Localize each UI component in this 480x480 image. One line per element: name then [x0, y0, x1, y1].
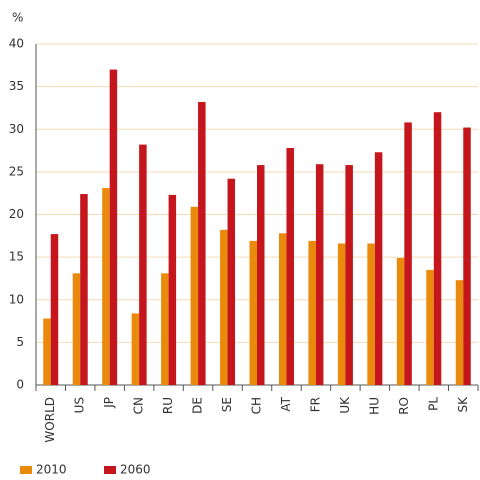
bar: [426, 269, 434, 385]
x-tick-label: JP: [102, 397, 116, 409]
x-tick-label: SE: [220, 397, 234, 412]
bar: [278, 233, 287, 385]
x-tick-label: RU: [161, 397, 175, 414]
y-tick-label: 10: [9, 292, 24, 306]
y-tick-label: 15: [9, 250, 24, 264]
y-tick-label: 5: [16, 335, 24, 349]
y-axis-label: %: [12, 11, 23, 25]
bar: [396, 257, 405, 385]
bar: [337, 243, 346, 385]
bar: [345, 165, 353, 385]
bar: [220, 229, 228, 385]
y-tick-label: 35: [9, 79, 24, 93]
bar: [315, 164, 324, 385]
bar: [249, 240, 257, 385]
x-tick-label: RO: [397, 397, 411, 415]
bar: [404, 122, 412, 386]
bar: [367, 243, 375, 385]
bar: [139, 144, 147, 385]
x-tick-label: WORLD: [43, 397, 57, 443]
bar: [168, 194, 177, 385]
bar: [227, 178, 236, 385]
legend-label: 2060: [120, 463, 151, 477]
y-tick-label: 25: [9, 164, 24, 178]
legend-swatch: [20, 466, 32, 474]
bar: [109, 69, 118, 385]
y-tick-label: 20: [9, 207, 24, 221]
bar: [374, 152, 383, 385]
x-tick-label: SK: [456, 396, 470, 413]
bar: [161, 273, 169, 385]
bar: [463, 127, 471, 386]
x-tick-label: UK: [338, 396, 352, 414]
bar: [131, 313, 140, 385]
y-tick-label: 40: [9, 37, 24, 51]
x-tick-label: DE: [191, 397, 205, 414]
x-tick-label: CN: [132, 397, 146, 414]
x-tick-label: CH: [250, 397, 264, 414]
x-tick-label: PL: [426, 397, 440, 411]
legend-swatch: [104, 466, 116, 474]
bar: [198, 101, 206, 385]
bar: [308, 240, 316, 385]
bar: [257, 165, 265, 385]
y-tick-label: 30: [9, 122, 24, 136]
x-tick-label: AT: [279, 396, 293, 411]
bar: [455, 280, 464, 385]
bar: [72, 273, 81, 385]
x-tick-label: HU: [367, 397, 381, 415]
y-tick-label: 0: [16, 378, 24, 392]
bar: [433, 112, 442, 385]
x-tick-label: US: [73, 397, 87, 413]
x-tick-label: FR: [308, 397, 322, 412]
bar: [50, 234, 59, 385]
bar: [43, 318, 51, 385]
bar: [190, 206, 199, 385]
bar: [286, 148, 294, 385]
bar: [80, 194, 88, 385]
legend-label: 2010: [36, 463, 67, 477]
bar: [102, 188, 110, 385]
